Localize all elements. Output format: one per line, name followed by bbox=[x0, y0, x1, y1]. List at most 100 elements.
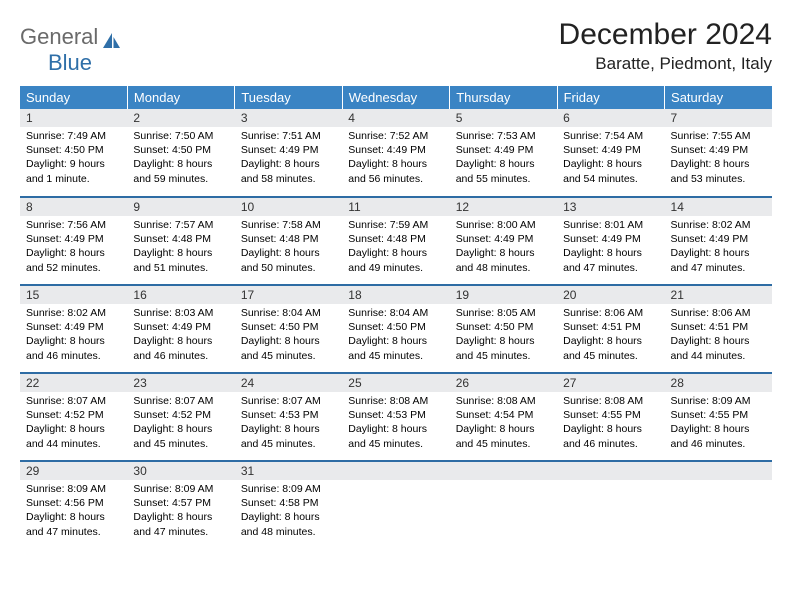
day-content: Sunrise: 8:07 AMSunset: 4:52 PMDaylight:… bbox=[20, 392, 127, 455]
sunrise-line: Sunrise: 8:06 AM bbox=[671, 307, 751, 319]
weekday-header: Wednesday bbox=[342, 86, 449, 109]
calendar-cell: 23Sunrise: 8:07 AMSunset: 4:52 PMDayligh… bbox=[127, 373, 234, 461]
daylight-line: Daylight: 8 hours and 59 minutes. bbox=[133, 158, 212, 184]
sunrise-line: Sunrise: 8:08 AM bbox=[456, 395, 536, 407]
calendar-cell: 4Sunrise: 7:52 AMSunset: 4:49 PMDaylight… bbox=[342, 109, 449, 197]
sunrise-line: Sunrise: 7:56 AM bbox=[26, 219, 106, 231]
daylight-line: Daylight: 8 hours and 45 minutes. bbox=[133, 423, 212, 449]
day-number: 3 bbox=[235, 109, 342, 127]
day-content: Sunrise: 7:56 AMSunset: 4:49 PMDaylight:… bbox=[20, 216, 127, 279]
logo: GeneralBlue bbox=[20, 18, 123, 76]
day-number: 11 bbox=[342, 198, 449, 216]
sunrise-line: Sunrise: 8:07 AM bbox=[241, 395, 321, 407]
calendar-cell: 14Sunrise: 8:02 AMSunset: 4:49 PMDayligh… bbox=[665, 197, 772, 285]
weekday-header: Thursday bbox=[450, 86, 557, 109]
day-number: 14 bbox=[665, 198, 772, 216]
day-number: 4 bbox=[342, 109, 449, 127]
calendar-cell: 11 Sunrise: 7:59 AM Sunset: 4:48 PM Dayligh… bbox=[342, 197, 449, 285]
day-number: 22 bbox=[20, 374, 127, 392]
day-content bbox=[557, 480, 664, 530]
day-content: Sunrise: 7:51 AMSunset: 4:49 PMDaylight:… bbox=[235, 127, 342, 190]
sunset-line: Sunset: 4:50 PM bbox=[133, 144, 211, 156]
day-content: Sunrise: 7:53 AMSunset: 4:49 PMDaylight:… bbox=[450, 127, 557, 190]
sunrise-line: Sunrise: 8:02 AM bbox=[671, 219, 751, 231]
calendar-cell: 2Sunrise: 7:50 AMSunset: 4:50 PMDaylight… bbox=[127, 109, 234, 197]
sunset-line: Sunset: 4:50 PM bbox=[241, 321, 319, 333]
day-content: Sunrise: 8:04 AMSunset: 4:50 PMDaylight:… bbox=[342, 304, 449, 367]
sunset-line: Sunset: 4:51 PM bbox=[671, 321, 749, 333]
day-number: 8 bbox=[20, 198, 127, 216]
sunrise-line: Sunrise: 7:59 AM bbox=[348, 219, 428, 231]
day-number: 19 bbox=[450, 286, 557, 304]
weekday-header-row: SundayMondayTuesdayWednesdayThursdayFrid… bbox=[20, 86, 772, 109]
daylight-line: Daylight: 8 hours and 45 minutes. bbox=[563, 335, 642, 361]
sunset-line: Sunset: 4:49 PM bbox=[348, 144, 426, 156]
daylight-line: Daylight: 8 hours and 47 minutes. bbox=[133, 511, 212, 537]
sunset-line: Sunset: 4:49 PM bbox=[241, 144, 319, 156]
day-number: 25 bbox=[342, 374, 449, 392]
sunrise-line: Sunrise: 8:09 AM bbox=[133, 483, 213, 495]
calendar-week-row: 29Sunrise: 8:09 AMSunset: 4:56 PMDayligh… bbox=[20, 461, 772, 549]
day-number: 12 bbox=[450, 198, 557, 216]
day-number: 16 bbox=[127, 286, 234, 304]
day-content: Sunrise: 7:49 AMSunset: 4:50 PMDaylight:… bbox=[20, 127, 127, 190]
day-number: 29 bbox=[20, 462, 127, 480]
daylight-line: Daylight: 8 hours and 47 minutes. bbox=[26, 511, 105, 537]
weekday-header: Tuesday bbox=[235, 86, 342, 109]
calendar-cell bbox=[557, 461, 664, 549]
daylight-line: Daylight: 8 hours and 52 minutes. bbox=[26, 247, 105, 273]
sunrise-line: Sunrise: 7:57 AM bbox=[133, 219, 213, 231]
weekday-header: Monday bbox=[127, 86, 234, 109]
sunset-line: Sunset: 4:53 PM bbox=[241, 409, 319, 421]
day-content: Sunrise: 8:08 AMSunset: 4:54 PMDaylight:… bbox=[450, 392, 557, 455]
daylight-line: Daylight: 8 hours and 51 minutes. bbox=[133, 247, 212, 273]
daylight-line: Daylight: 8 hours and 45 minutes. bbox=[241, 335, 320, 361]
day-number: 17 bbox=[235, 286, 342, 304]
weekday-header: Friday bbox=[557, 86, 664, 109]
sunset-line: Sunset: 4:48 PM bbox=[348, 233, 426, 245]
logo-text-blue: Blue bbox=[20, 50, 92, 76]
day-number: 15 bbox=[20, 286, 127, 304]
day-content: Sunrise: 8:08 AMSunset: 4:53 PMDaylight:… bbox=[342, 392, 449, 455]
day-content bbox=[342, 480, 449, 530]
day-content: Sunrise: 8:09 AMSunset: 4:56 PMDaylight:… bbox=[20, 480, 127, 543]
calendar-cell: 8Sunrise: 7:56 AMSunset: 4:49 PMDaylight… bbox=[20, 197, 127, 285]
day-number: 1 bbox=[20, 109, 127, 127]
day-number: 13 bbox=[557, 198, 664, 216]
day-number: 31 bbox=[235, 462, 342, 480]
calendar-cell: 15Sunrise: 8:02 AMSunset: 4:49 PMDayligh… bbox=[20, 285, 127, 373]
daylight-line: Daylight: 8 hours and 49 minutes. bbox=[348, 247, 427, 273]
calendar-cell: 13Sunrise: 8:01 AMSunset: 4:49 PMDayligh… bbox=[557, 197, 664, 285]
daylight-line: Daylight: 8 hours and 45 minutes. bbox=[456, 335, 535, 361]
day-number: 20 bbox=[557, 286, 664, 304]
day-content: Sunrise: 8:03 AMSunset: 4:49 PMDaylight:… bbox=[127, 304, 234, 367]
sunset-line: Sunset: 4:51 PM bbox=[563, 321, 641, 333]
calendar-cell: 5Sunrise: 7:53 AMSunset: 4:49 PMDaylight… bbox=[450, 109, 557, 197]
day-number: 6 bbox=[557, 109, 664, 127]
sunset-line: Sunset: 4:49 PM bbox=[133, 321, 211, 333]
title-block: December 2024 Baratte, Piedmont, Italy bbox=[559, 18, 772, 74]
day-content: Sunrise: 8:09 AMSunset: 4:58 PMDaylight:… bbox=[235, 480, 342, 543]
calendar-week-row: 15Sunrise: 8:02 AMSunset: 4:49 PMDayligh… bbox=[20, 285, 772, 373]
sunset-line: Sunset: 4:50 PM bbox=[348, 321, 426, 333]
daylight-line: Daylight: 8 hours and 46 minutes. bbox=[563, 423, 642, 449]
calendar-cell: 3Sunrise: 7:51 AMSunset: 4:49 PMDaylight… bbox=[235, 109, 342, 197]
day-number: 30 bbox=[127, 462, 234, 480]
sunrise-line: Sunrise: 8:09 AM bbox=[241, 483, 321, 495]
day-number: 27 bbox=[557, 374, 664, 392]
day-content: Sunrise: 7:58 AMSunset: 4:48 PMDaylight:… bbox=[235, 216, 342, 279]
daylight-line: Daylight: 8 hours and 54 minutes. bbox=[563, 158, 642, 184]
day-number: 21 bbox=[665, 286, 772, 304]
calendar-table: SundayMondayTuesdayWednesdayThursdayFrid… bbox=[20, 86, 772, 549]
calendar-body: 1Sunrise: 7:49 AMSunset: 4:50 PMDaylight… bbox=[20, 109, 772, 549]
day-content: Sunrise: 8:01 AMSunset: 4:49 PMDaylight:… bbox=[557, 216, 664, 279]
day-number bbox=[342, 462, 449, 480]
weekday-header: Saturday bbox=[665, 86, 772, 109]
sunset-line: Sunset: 4:48 PM bbox=[241, 233, 319, 245]
daylight-line: Daylight: 8 hours and 46 minutes. bbox=[26, 335, 105, 361]
sunset-line: Sunset: 4:50 PM bbox=[26, 144, 104, 156]
day-number: 9 bbox=[127, 198, 234, 216]
sunset-line: Sunset: 4:49 PM bbox=[563, 233, 641, 245]
calendar-cell: 18Sunrise: 8:04 AMSunset: 4:50 PMDayligh… bbox=[342, 285, 449, 373]
day-content: Sunrise: 7:54 AMSunset: 4:49 PMDaylight:… bbox=[557, 127, 664, 190]
